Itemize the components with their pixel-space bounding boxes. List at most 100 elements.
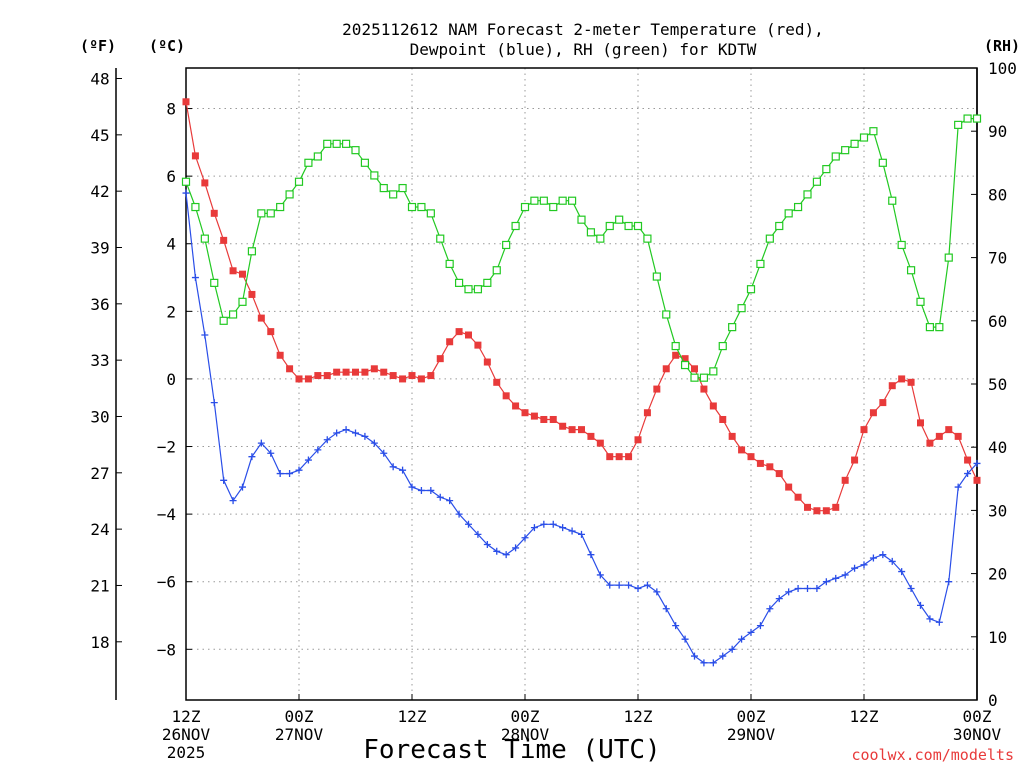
celsius-tick-label: −8 — [157, 640, 176, 659]
data-point — [417, 202, 426, 212]
data-point — [577, 215, 586, 224]
data-point — [691, 652, 698, 660]
data-point — [398, 183, 407, 193]
fahrenheit-tick-label: 39 — [90, 238, 109, 257]
data-point — [869, 127, 878, 136]
data-point — [436, 493, 444, 501]
data-point — [832, 574, 840, 582]
data-point — [888, 382, 896, 390]
data-point — [954, 432, 962, 440]
series-layer — [181, 98, 982, 667]
data-point — [191, 202, 200, 212]
data-point — [766, 463, 774, 471]
data-point — [333, 429, 341, 437]
data-point — [926, 439, 934, 447]
fahrenheit-tick-label: 42 — [90, 182, 109, 201]
data-point — [417, 486, 425, 494]
data-point — [247, 247, 257, 256]
data-point — [210, 278, 219, 287]
data-point — [304, 158, 313, 167]
data-point — [380, 449, 388, 457]
data-point — [605, 221, 614, 231]
data-point — [399, 466, 407, 474]
data-point — [728, 645, 736, 653]
data-point — [680, 360, 690, 370]
data-point — [634, 436, 642, 444]
time-tick-hour-label: 12Z — [172, 707, 201, 726]
data-point — [925, 323, 935, 332]
data-point — [690, 373, 699, 382]
data-point — [407, 202, 417, 212]
data-point — [351, 146, 360, 155]
data-point — [493, 547, 501, 555]
data-point — [276, 470, 284, 478]
data-point — [285, 190, 294, 199]
data-point — [898, 375, 906, 383]
data-point — [267, 328, 275, 336]
data-point — [898, 568, 906, 576]
data-point — [436, 234, 445, 243]
data-point — [746, 285, 756, 294]
data-point — [672, 351, 680, 359]
data-point — [813, 584, 821, 592]
time-tick-hour-label: 12Z — [624, 707, 653, 726]
data-point — [454, 278, 464, 287]
data-point — [606, 453, 614, 461]
data-point — [822, 507, 830, 515]
data-point — [625, 581, 633, 589]
fahrenheit-tick-label: 27 — [90, 464, 109, 483]
data-point — [653, 385, 661, 393]
data-point — [812, 177, 822, 186]
data-point — [747, 453, 755, 461]
celsius-tick-label: −6 — [157, 573, 176, 592]
data-point — [945, 578, 953, 586]
data-point — [417, 375, 425, 383]
data-point — [228, 310, 238, 319]
time-tick-date-label: 28NOV — [501, 725, 550, 744]
data-point — [775, 595, 783, 603]
chart-title-line-1: 2025112612 NAM Forecast 2-meter Temperat… — [342, 20, 824, 39]
data-point — [181, 177, 191, 186]
rh-tick-label: 50 — [988, 375, 1007, 394]
celsius-tick-label: 8 — [166, 100, 176, 119]
data-point — [671, 341, 680, 351]
data-point — [700, 659, 708, 667]
data-point — [323, 372, 331, 380]
data-point — [521, 534, 529, 542]
data-point — [182, 98, 190, 106]
data-point — [549, 202, 558, 212]
data-point — [512, 544, 520, 552]
celsius-tick-label: 6 — [166, 167, 176, 186]
data-point — [182, 189, 190, 197]
data-point — [907, 378, 915, 386]
data-point — [906, 266, 916, 275]
data-point — [747, 628, 755, 636]
data-point — [483, 541, 491, 549]
data-point — [389, 463, 397, 471]
data-point — [520, 202, 530, 212]
data-point — [474, 530, 482, 538]
data-point — [841, 146, 850, 155]
data-point — [464, 285, 473, 294]
data-point — [765, 234, 774, 243]
data-point — [785, 483, 793, 491]
credit-text: coolwx.com/modelts — [851, 746, 1014, 764]
data-point — [276, 202, 285, 212]
time-tick-hour-label: 00Z — [963, 707, 992, 726]
data-point — [286, 365, 294, 373]
data-point — [530, 196, 539, 205]
data-point — [964, 470, 972, 478]
data-point — [662, 365, 670, 373]
time-tick-hour-label: 12Z — [398, 707, 427, 726]
time-tick-date-label: 27NOV — [275, 725, 324, 744]
data-point — [945, 426, 953, 434]
data-point — [973, 459, 981, 467]
data-point — [718, 341, 727, 351]
data-point — [304, 375, 312, 383]
data-point — [332, 139, 341, 148]
data-point — [785, 588, 793, 596]
data-point — [276, 351, 284, 359]
data-point — [512, 402, 520, 410]
